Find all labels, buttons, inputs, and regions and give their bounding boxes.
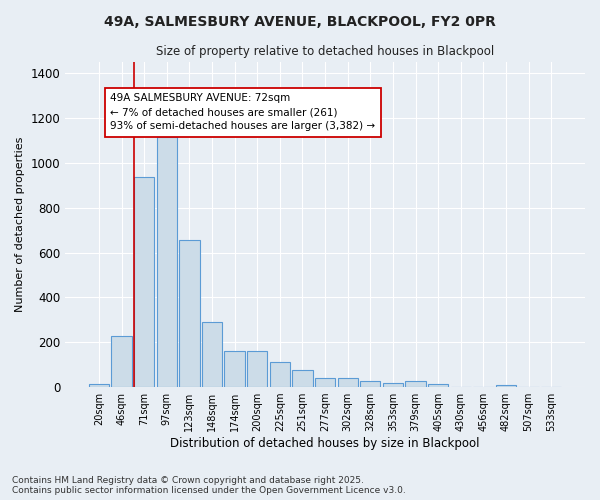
Bar <box>224 351 245 387</box>
Text: Contains HM Land Registry data © Crown copyright and database right 2025.
Contai: Contains HM Land Registry data © Crown c… <box>12 476 406 495</box>
X-axis label: Distribution of detached houses by size in Blackpool: Distribution of detached houses by size … <box>170 437 480 450</box>
Bar <box>89 384 109 387</box>
Bar <box>315 378 335 387</box>
Bar <box>338 378 358 387</box>
Bar <box>157 137 177 387</box>
Bar <box>406 382 426 387</box>
Bar <box>134 178 154 387</box>
Bar <box>112 336 132 387</box>
Text: 49A SALMESBURY AVENUE: 72sqm
← 7% of detached houses are smaller (261)
93% of se: 49A SALMESBURY AVENUE: 72sqm ← 7% of det… <box>110 94 376 132</box>
Bar <box>202 322 222 387</box>
Bar <box>360 382 380 387</box>
Text: 49A, SALMESBURY AVENUE, BLACKPOOL, FY2 0PR: 49A, SALMESBURY AVENUE, BLACKPOOL, FY2 0… <box>104 15 496 29</box>
Bar <box>269 362 290 387</box>
Y-axis label: Number of detached properties: Number of detached properties <box>15 137 25 312</box>
Bar <box>292 370 313 387</box>
Bar <box>247 351 268 387</box>
Bar <box>179 240 200 387</box>
Title: Size of property relative to detached houses in Blackpool: Size of property relative to detached ho… <box>156 45 494 58</box>
Bar <box>383 382 403 387</box>
Bar <box>496 386 516 387</box>
Bar <box>428 384 448 387</box>
